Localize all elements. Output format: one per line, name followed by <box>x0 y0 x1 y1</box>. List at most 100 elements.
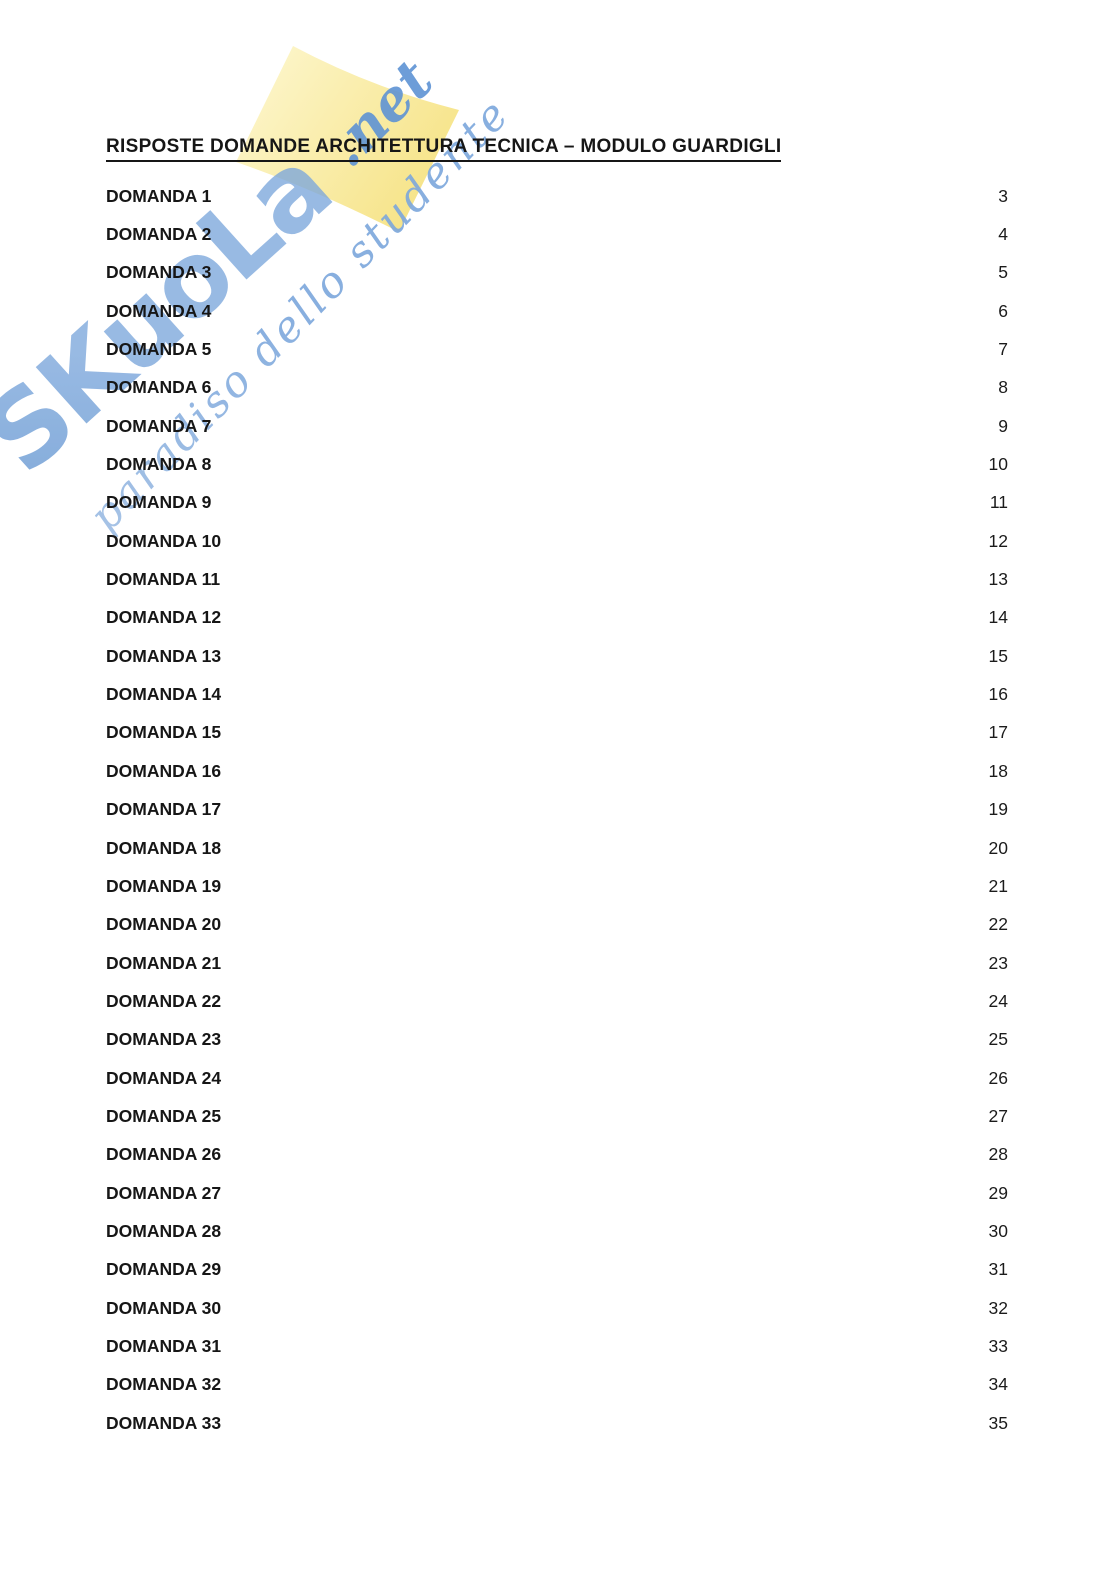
toc-row: DOMANDA 25 27 <box>106 1097 1008 1135</box>
toc-entry-label: DOMANDA 15 <box>106 722 222 743</box>
toc-row: DOMANDA 22 24 <box>106 982 1008 1020</box>
toc-entry-label: DOMANDA 19 <box>106 875 222 896</box>
toc-entry-label: DOMANDA 20 <box>106 914 222 935</box>
toc-entry-page-number: 22 <box>988 914 1008 935</box>
toc-row: DOMANDA 15 17 <box>106 714 1008 752</box>
toc-entry-label: DOMANDA 6 <box>106 377 212 398</box>
toc-row: DOMANDA 9 11 <box>106 484 1008 522</box>
toc-row: DOMANDA 20 22 <box>106 906 1008 944</box>
toc-row: DOMANDA 23 25 <box>106 1021 1008 1059</box>
toc-entry-page-number: 16 <box>988 684 1008 705</box>
toc-entry-label: DOMANDA 14 <box>106 684 222 705</box>
toc-entry-label: DOMANDA 32 <box>106 1374 222 1395</box>
toc-entry-label: DOMANDA 3 <box>106 262 212 283</box>
toc-entry-page-number: 28 <box>988 1144 1008 1165</box>
toc-row: DOMANDA 4 6 <box>106 292 1008 330</box>
toc-entry-label: DOMANDA 9 <box>106 492 212 513</box>
page-title: RISPOSTE DOMANDE ARCHITETTURA TECNICA – … <box>106 136 782 162</box>
toc-row: DOMANDA 30 32 <box>106 1289 1008 1327</box>
toc-entry-label: DOMANDA 16 <box>106 760 222 781</box>
toc-entry-page-number: 35 <box>988 1412 1008 1433</box>
toc-entry-page-number: 17 <box>988 722 1008 743</box>
toc-entry-page-number: 11 <box>989 492 1008 513</box>
toc-entry-label: DOMANDA 23 <box>106 1029 222 1050</box>
toc-entry-page-number: 29 <box>988 1182 1008 1203</box>
toc-entry-page-number: 10 <box>988 454 1008 475</box>
toc-row: DOMANDA 13 15 <box>106 637 1008 675</box>
toc-entry-page-number: 20 <box>988 837 1008 858</box>
toc-entry-page-number: 9 <box>998 415 1008 436</box>
toc-entry-page-number: 24 <box>988 990 1008 1011</box>
toc-entry-label: DOMANDA 22 <box>106 990 222 1011</box>
toc-entry-label: DOMANDA 13 <box>106 645 222 666</box>
toc-entry-label: DOMANDA 17 <box>106 799 222 820</box>
toc-row: DOMANDA 1 3 <box>106 177 1008 215</box>
toc-row: DOMANDA 10 12 <box>106 522 1008 560</box>
toc-entry-label: DOMANDA 18 <box>106 837 222 858</box>
toc-entry-page-number: 8 <box>998 377 1008 398</box>
toc-entry-page-number: 34 <box>988 1374 1008 1395</box>
toc-row: DOMANDA 7 9 <box>106 407 1008 445</box>
toc-row: DOMANDA 5 7 <box>106 330 1008 368</box>
toc-row: DOMANDA 29 31 <box>106 1251 1008 1289</box>
toc-row: DOMANDA 19 21 <box>106 867 1008 905</box>
toc-entry-label: DOMANDA 28 <box>106 1220 222 1241</box>
toc-entry-page-number: 26 <box>988 1067 1008 1088</box>
toc-row: DOMANDA 24 26 <box>106 1059 1008 1097</box>
toc-entry-label: DOMANDA 27 <box>106 1182 222 1203</box>
toc-entry-label: DOMANDA 8 <box>106 454 212 475</box>
toc-entry-page-number: 14 <box>988 607 1008 628</box>
toc-entry-label: DOMANDA 26 <box>106 1144 222 1165</box>
toc-entry-label: DOMANDA 12 <box>106 607 222 628</box>
toc-entry-page-number: 30 <box>988 1220 1008 1241</box>
toc-row: DOMANDA 3 5 <box>106 254 1008 292</box>
toc-entry-label: DOMANDA 5 <box>106 339 212 360</box>
toc-row: DOMANDA 28 30 <box>106 1212 1008 1250</box>
toc-entry-label: DOMANDA 24 <box>106 1067 222 1088</box>
toc-row: DOMANDA 16 18 <box>106 752 1008 790</box>
toc-entry-label: DOMANDA 29 <box>106 1259 222 1280</box>
toc-row: DOMANDA 8 10 <box>106 445 1008 483</box>
toc-entry-label: DOMANDA 33 <box>106 1412 222 1433</box>
toc-entry-page-number: 19 <box>988 799 1008 820</box>
toc-row: DOMANDA 18 20 <box>106 829 1008 867</box>
toc-entry-label: DOMANDA 10 <box>106 530 222 551</box>
table-of-contents: DOMANDA 1 3 DOMANDA 2 4 DOMANDA 3 5 DOMA… <box>106 177 1008 1442</box>
toc-row: DOMANDA 21 23 <box>106 944 1008 982</box>
toc-entry-page-number: 31 <box>988 1259 1008 1280</box>
toc-row: DOMANDA 6 8 <box>106 369 1008 407</box>
toc-entry-label: DOMANDA 4 <box>106 300 212 321</box>
toc-entry-label: DOMANDA 7 <box>106 415 212 436</box>
toc-row: DOMANDA 11 13 <box>106 560 1008 598</box>
toc-entry-page-number: 32 <box>988 1297 1008 1318</box>
toc-row: DOMANDA 32 34 <box>106 1366 1008 1404</box>
toc-entry-page-number: 15 <box>988 645 1008 666</box>
toc-row: DOMANDA 14 16 <box>106 675 1008 713</box>
toc-entry-label: DOMANDA 25 <box>106 1105 222 1126</box>
toc-row: DOMANDA 26 28 <box>106 1136 1008 1174</box>
toc-entry-page-number: 5 <box>998 262 1008 283</box>
toc-entry-label: DOMANDA 30 <box>106 1297 222 1318</box>
toc-entry-label: DOMANDA 1 <box>106 185 212 206</box>
toc-entry-page-number: 4 <box>998 224 1008 245</box>
toc-entry-page-number: 21 <box>988 875 1008 896</box>
toc-entry-label: DOMANDA 2 <box>106 224 212 245</box>
toc-row: DOMANDA 12 14 <box>106 599 1008 637</box>
toc-entry-label: DOMANDA 21 <box>106 952 222 973</box>
toc-entry-page-number: 23 <box>988 952 1008 973</box>
toc-entry-page-number: 18 <box>988 760 1008 781</box>
toc-entry-label: DOMANDA 31 <box>106 1335 222 1356</box>
toc-row: DOMANDA 33 35 <box>106 1404 1008 1442</box>
toc-entry-page-number: 6 <box>998 300 1008 321</box>
toc-entry-page-number: 25 <box>988 1029 1008 1050</box>
toc-entry-page-number: 12 <box>988 530 1008 551</box>
toc-row: DOMANDA 31 33 <box>106 1327 1008 1365</box>
toc-row: DOMANDA 17 19 <box>106 791 1008 829</box>
toc-entry-page-number: 13 <box>988 569 1008 590</box>
toc-entry-page-number: 27 <box>988 1105 1008 1126</box>
toc-entry-page-number: 3 <box>998 185 1008 206</box>
toc-entry-page-number: 7 <box>998 339 1008 360</box>
toc-entry-page-number: 33 <box>988 1335 1008 1356</box>
